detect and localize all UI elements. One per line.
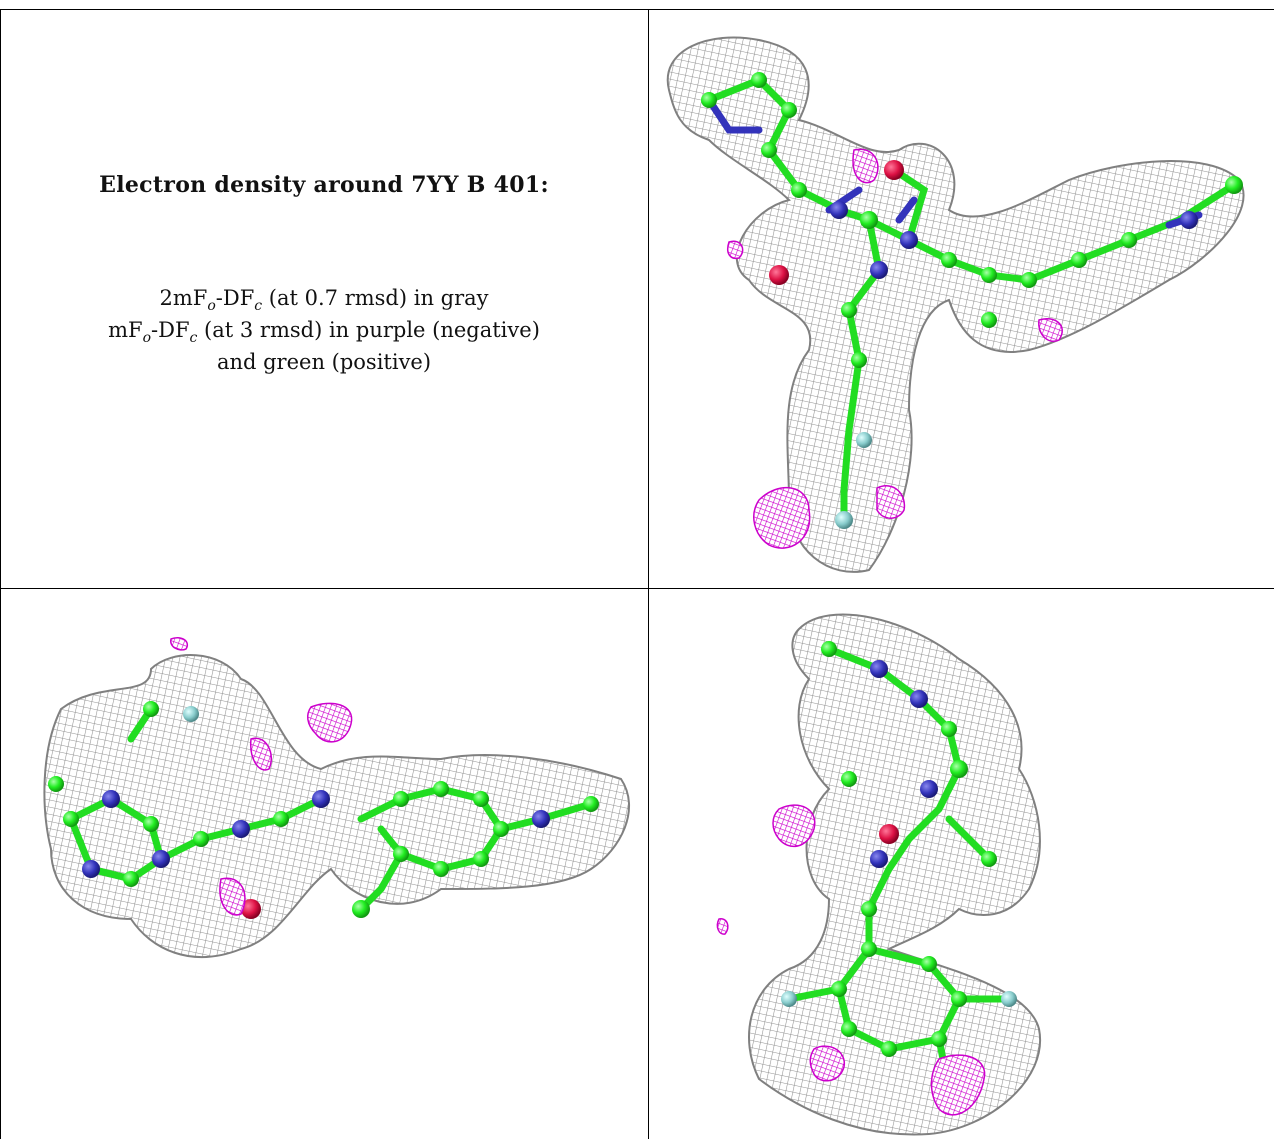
- grid-left-border: [0, 9, 1, 1139]
- caption-line-gray-map: 2mFo-DFc (at 0.7 rmsd) in gray: [0, 286, 648, 314]
- electron-density-view-3-icon: [716, 613, 1042, 1136]
- caption-line1-sub: c: [254, 298, 263, 315]
- caption-line2-sub: c: [189, 330, 198, 347]
- caption-line2-part: (at 3 rmsd) in purple (negative): [197, 318, 540, 342]
- caption-line-colors: and green (positive): [216, 350, 432, 374]
- grid-middle-divider: [0, 588, 1274, 589]
- caption-line1-part: -DF: [215, 286, 255, 310]
- caption-line2-sub: o: [142, 330, 152, 347]
- caption-line1-part: (at 0.7 rmsd) in gray: [262, 286, 489, 310]
- caption-line1-sub: o: [207, 298, 216, 315]
- caption-panel: Electron density around 7YY B 401: 2mFo-…: [0, 0, 648, 588]
- caption-line2-part: mF: [108, 318, 143, 342]
- caption-line2-part: -DF: [151, 318, 190, 342]
- grid-center-divider: [648, 9, 649, 1139]
- electron-density-view-2-icon: [43, 637, 631, 958]
- caption-line1-part: 2mF: [159, 286, 208, 310]
- caption-line-difference-map: mFo-DFc (at 3 rmsd) in purple (negative): [0, 318, 648, 346]
- density-panel-bottom-left: [1, 589, 648, 1139]
- density-panel-top-right: [649, 10, 1274, 588]
- electron-density-view-1-icon: [666, 36, 1245, 573]
- caption-title: Electron density around 7YY B 401:: [99, 172, 549, 198]
- density-panel-bottom-right: [649, 589, 1274, 1139]
- grid-top-border: [0, 9, 1274, 10]
